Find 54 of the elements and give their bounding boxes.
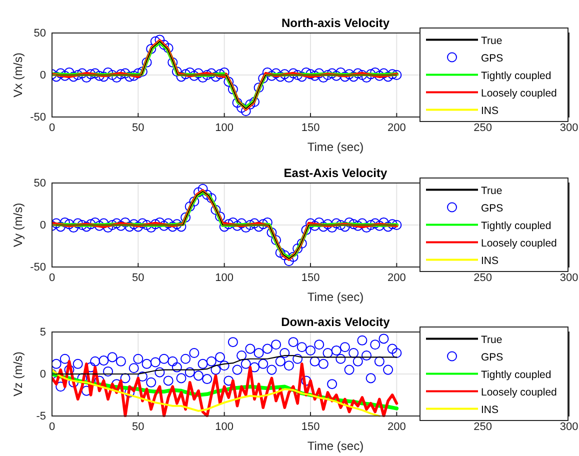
- x-tick-label: 100: [215, 272, 234, 284]
- x-tick-label: 150: [301, 122, 320, 134]
- y-axis-title: Vx (m/s): [11, 52, 25, 98]
- legend-label: Loosely coupled: [481, 386, 558, 398]
- x-tick-label: 250: [474, 420, 492, 433]
- x-tick-label: 100: [215, 420, 234, 433]
- legend-label: GPS: [481, 351, 504, 364]
- y-tick-label: -50: [30, 112, 46, 124]
- y-tick-label: -5: [36, 410, 46, 423]
- x-axis-title: Time (sec): [307, 290, 364, 304]
- y-tick-label: 50: [34, 178, 46, 190]
- x-axis-title: Time (sec): [307, 439, 364, 453]
- legend-label: INS: [481, 404, 499, 416]
- chart-title: Down-axis Velocity: [281, 315, 390, 329]
- x-tick-label: 50: [132, 420, 144, 433]
- legend-label: True: [481, 184, 502, 197]
- y-tick-label: 0: [40, 220, 46, 232]
- legend-label: Tightly coupled: [481, 220, 552, 232]
- legend-label: True: [481, 334, 502, 346]
- x-tick-label: 50: [132, 122, 144, 134]
- x-tick-label: 200: [387, 122, 406, 134]
- x-tick-label: 50: [132, 272, 144, 284]
- x-tick-label: 300: [560, 420, 578, 433]
- chart-title: East-Axis Velocity: [284, 166, 388, 180]
- y-tick-label: 50: [34, 28, 46, 40]
- x-tick-label: 150: [301, 272, 320, 284]
- x-tick-label: 250: [474, 122, 492, 134]
- x-tick-label: 200: [387, 420, 406, 433]
- legend-label: Loosely coupled: [481, 87, 558, 100]
- y-tick-label: 5: [40, 326, 46, 339]
- x-tick-label: 0: [48, 420, 56, 433]
- x-tick-label: 250: [474, 272, 492, 284]
- legend-label: GPS: [481, 202, 504, 214]
- chart-title: North-axis Velocity: [281, 16, 390, 30]
- legend-label: Tightly coupled: [481, 368, 552, 381]
- y-axis-title: Vy (m/s): [11, 202, 25, 248]
- legend-label: True: [481, 34, 502, 47]
- y-tick-label: -50: [30, 262, 46, 274]
- x-tick-label: 100: [215, 122, 234, 134]
- y-tick-label: 0: [40, 70, 46, 82]
- x-tick-label: 300: [560, 272, 578, 284]
- x-tick-label: 200: [387, 272, 406, 284]
- legend-label: GPS: [481, 52, 504, 64]
- legend-label: Loosely coupled: [481, 237, 558, 250]
- y-axis-title: Vz (m/s): [11, 352, 25, 396]
- legend-label: INS: [481, 254, 499, 267]
- x-tick-label: 150: [301, 420, 320, 433]
- legend-label: Tightly coupled: [481, 70, 552, 82]
- legend-label: INS: [481, 104, 499, 117]
- x-axis-title: Time (sec): [307, 140, 364, 154]
- x-tick-label: 0: [48, 122, 56, 134]
- x-tick-label: 0: [48, 272, 56, 284]
- y-tick-label: 0: [40, 368, 46, 381]
- x-tick-label: 300: [560, 122, 578, 134]
